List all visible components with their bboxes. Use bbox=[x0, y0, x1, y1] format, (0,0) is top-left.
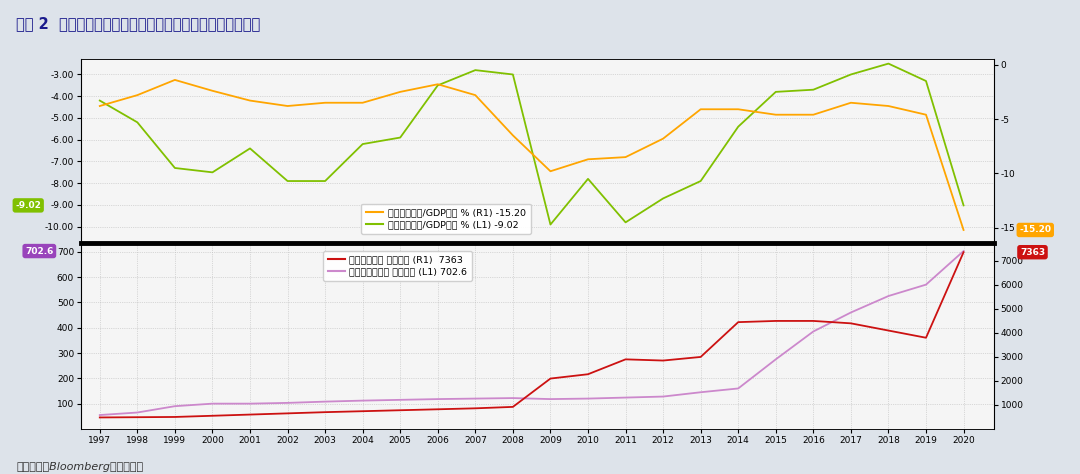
Text: 7363: 7363 bbox=[1020, 248, 1045, 257]
Text: 图表 2  疫后日本经济受限于宽财政与稳货币的经济政策组合: 图表 2 疫后日本经济受限于宽财政与稳货币的经济政策组合 bbox=[16, 16, 260, 31]
Text: 702.6: 702.6 bbox=[25, 246, 54, 255]
Legend: 美国财政赤字/GDP比重 % (R1) -15.20, 日本财政赤字/GDP比重 % (L1) -9.02: 美国财政赤字/GDP比重 % (R1) -15.20, 日本财政赤字/GDP比重… bbox=[362, 203, 530, 234]
Text: -9.02: -9.02 bbox=[15, 201, 41, 210]
Text: 资料来源：Bloomberg，华创证券: 资料来源：Bloomberg，华创证券 bbox=[16, 462, 144, 472]
Text: -15.20: -15.20 bbox=[1020, 226, 1051, 235]
Legend: 美联储总资产 十亿美元 (R1)  7363, 日本央行总资产 万亿日元 (L1) 702.6: 美联储总资产 十亿美元 (R1) 7363, 日本央行总资产 万亿日元 (L1)… bbox=[323, 251, 472, 281]
